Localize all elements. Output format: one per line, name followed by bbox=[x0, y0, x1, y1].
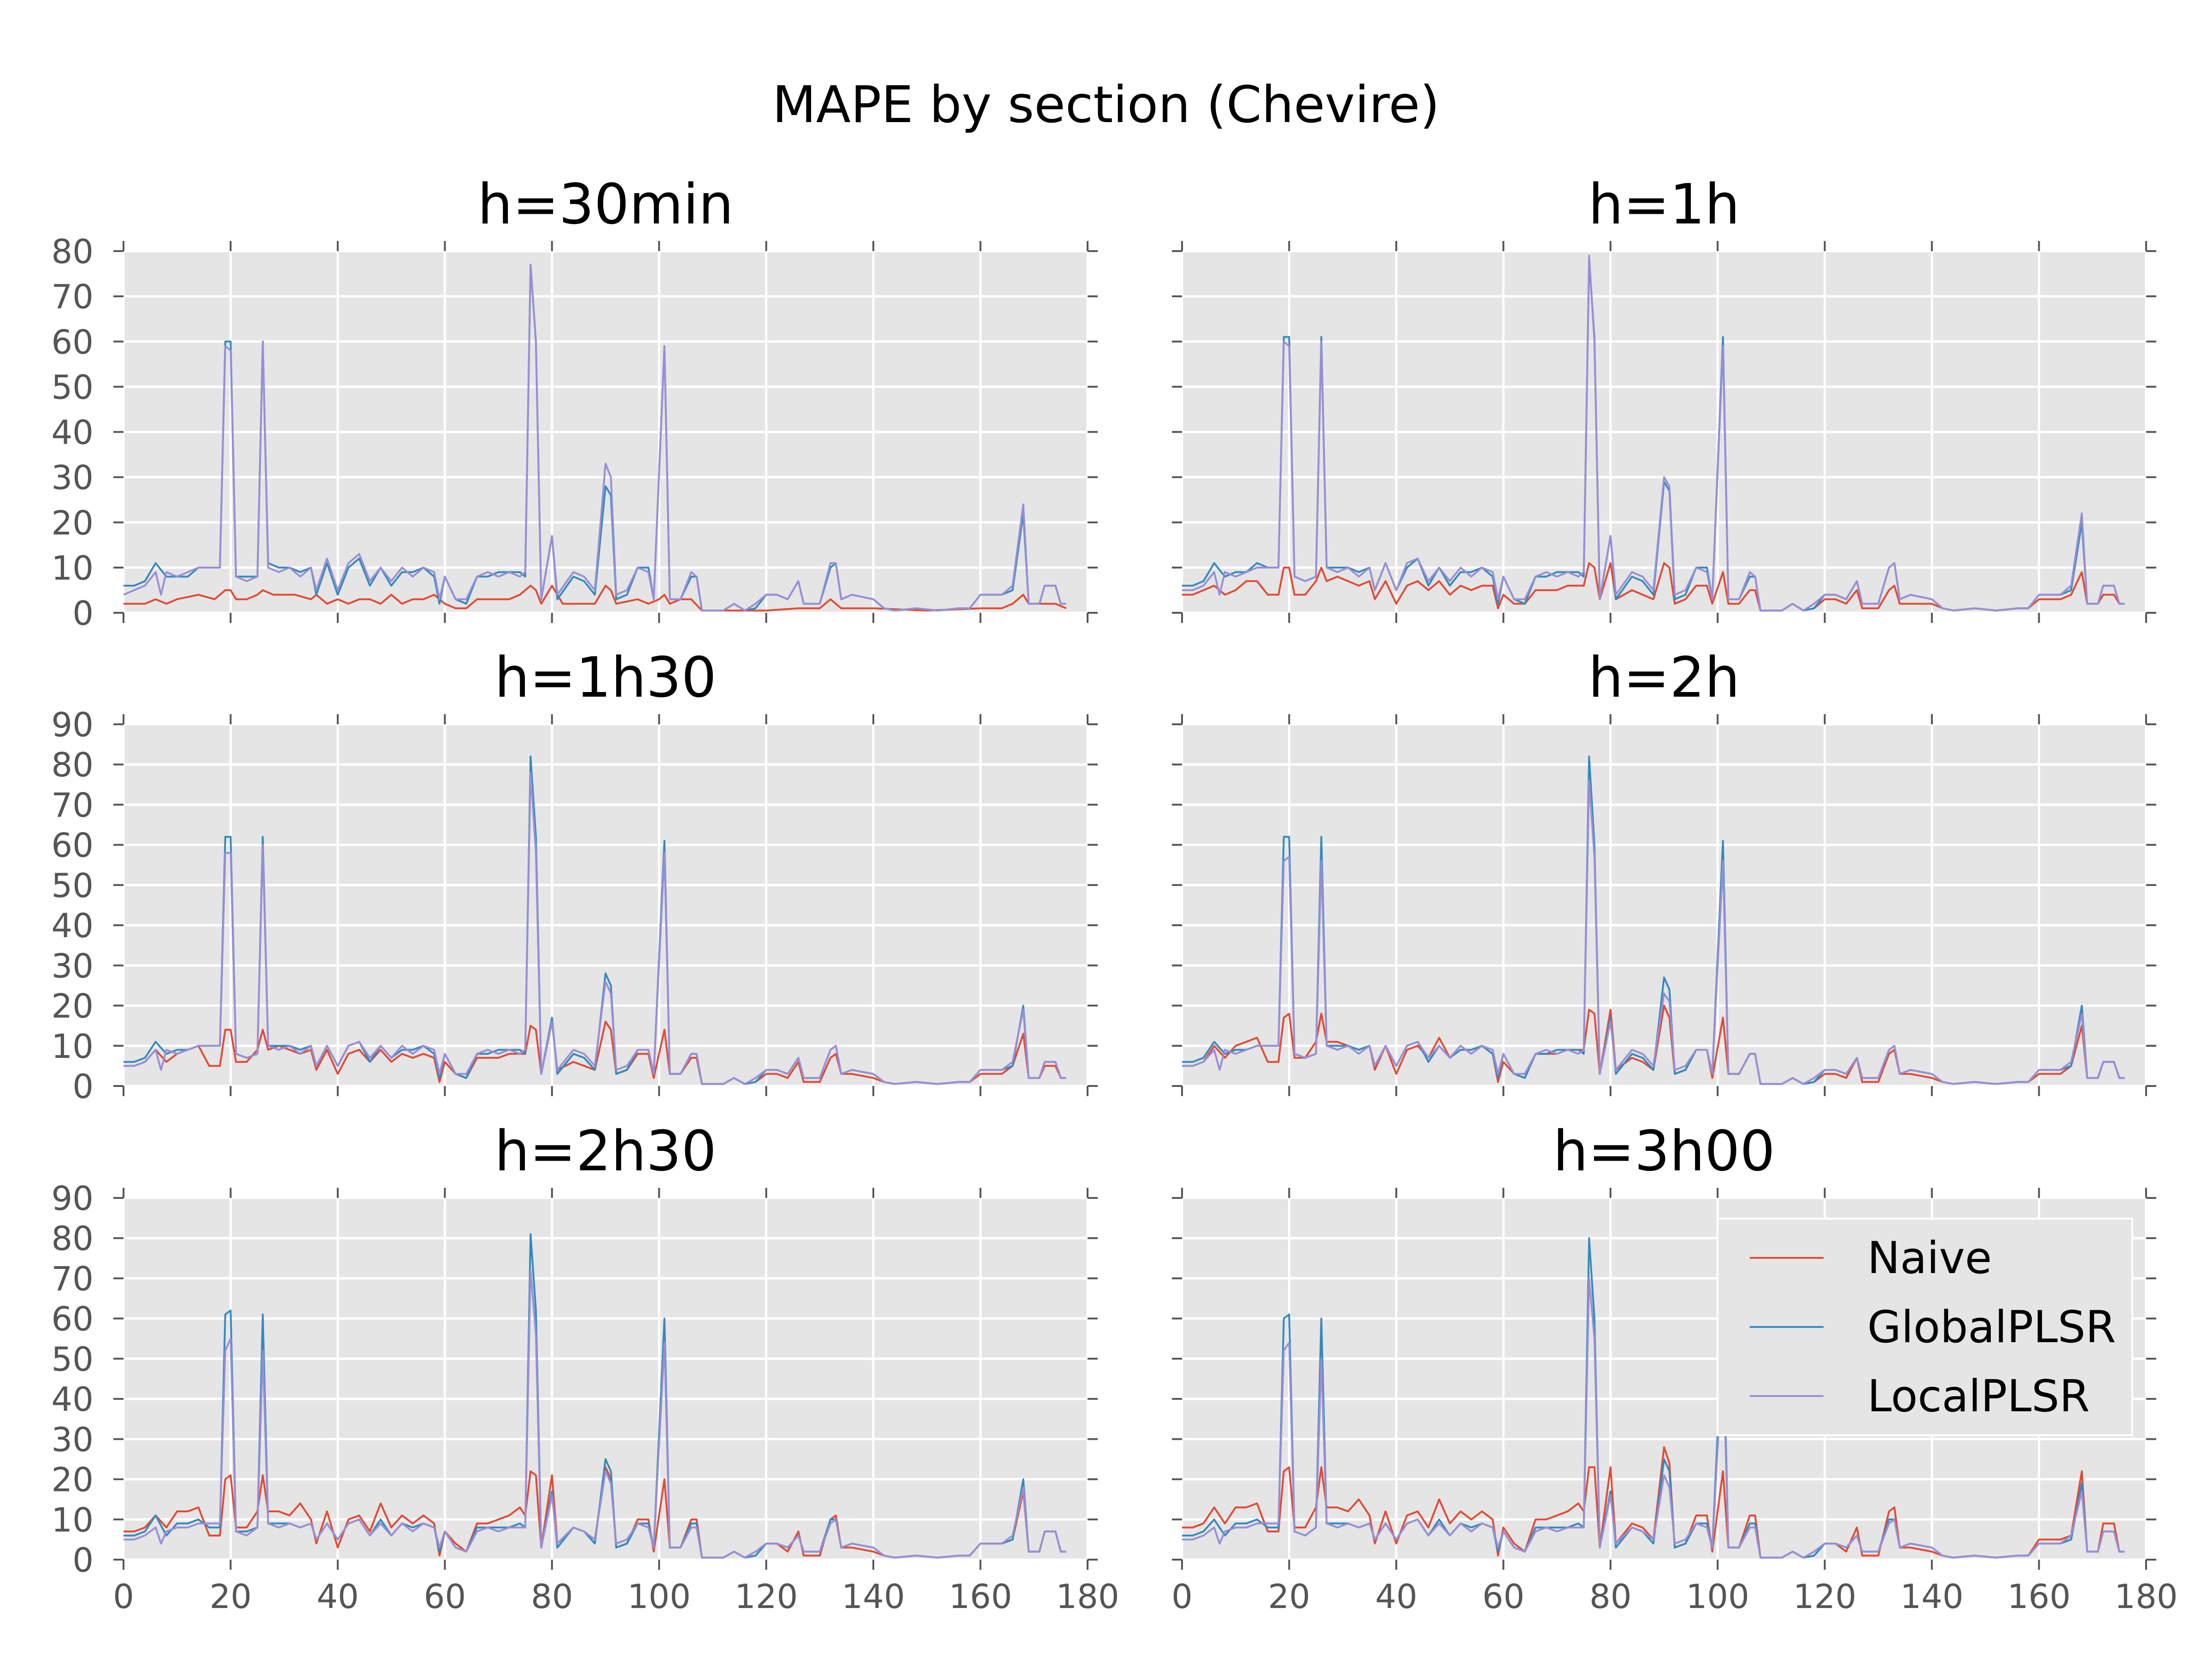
x-tick-label: 180 bbox=[2114, 1577, 2177, 1616]
panel-title: h=1h30 bbox=[494, 646, 717, 710]
x-tick-label: 20 bbox=[1268, 1577, 1311, 1616]
x-tick-label: 80 bbox=[531, 1577, 573, 1616]
y-tick-label: 70 bbox=[51, 786, 94, 824]
y-tick-label: 70 bbox=[51, 277, 94, 316]
series-line-naive bbox=[124, 585, 1067, 612]
y-tick-label: 80 bbox=[51, 232, 94, 271]
x-tick-label: 120 bbox=[735, 1577, 798, 1616]
y-tick-label: 20 bbox=[51, 504, 94, 542]
y-tick-label: 90 bbox=[51, 705, 94, 744]
legend-label-naive: Naive bbox=[1867, 1233, 1992, 1284]
x-tick-label: 140 bbox=[1900, 1577, 1963, 1616]
x-tick-label: 160 bbox=[2007, 1577, 2071, 1616]
x-tick-label: 120 bbox=[1793, 1577, 1856, 1616]
x-tick-label: 20 bbox=[210, 1577, 252, 1616]
y-tick-label: 60 bbox=[51, 323, 94, 361]
series-line-localplsr bbox=[1182, 1277, 2125, 1559]
x-tick-label: 0 bbox=[113, 1577, 134, 1616]
series-line-localplsr bbox=[1182, 780, 2125, 1085]
x-tick-label: 0 bbox=[1171, 1577, 1193, 1616]
y-tick-label: 80 bbox=[51, 1219, 94, 1258]
x-tick-label: 80 bbox=[1589, 1577, 1632, 1616]
series-line-localplsr bbox=[124, 1269, 1066, 1559]
x-tick-label: 40 bbox=[1375, 1577, 1418, 1616]
y-tick-label: 0 bbox=[72, 594, 94, 633]
y-tick-label: 0 bbox=[72, 1541, 94, 1579]
x-tick-label: 100 bbox=[1686, 1577, 1749, 1616]
x-tick-label: 40 bbox=[317, 1577, 359, 1616]
panel-5: 0 20 40 60 80 100 120 140 160 1800102030405060708… bbox=[51, 1120, 1119, 1616]
legend-label-localplsr: LocalPLSR bbox=[1867, 1371, 2090, 1422]
panel-title: h=2h bbox=[1588, 646, 1740, 710]
x-tick-label: 100 bbox=[628, 1577, 691, 1616]
y-tick-label: 0 bbox=[72, 1067, 94, 1106]
y-tick-label: 70 bbox=[51, 1259, 94, 1298]
panel-2: h=1h bbox=[1172, 173, 2156, 623]
y-tick-label: 50 bbox=[51, 866, 94, 905]
y-tick-label: 50 bbox=[51, 1340, 94, 1379]
x-tick-label: 160 bbox=[949, 1577, 1012, 1616]
series-line-localplsr bbox=[1182, 254, 2125, 612]
series-line-localplsr bbox=[124, 771, 1066, 1085]
y-tick-label: 20 bbox=[51, 987, 94, 1026]
panel-background bbox=[124, 1198, 1088, 1560]
y-tick-label: 10 bbox=[51, 1027, 94, 1066]
y-tick-label: 30 bbox=[51, 458, 94, 497]
legend-label-globalplsr: GlobalPLSR bbox=[1867, 1302, 2116, 1353]
panel-4: h=2h bbox=[1172, 646, 2156, 1096]
y-tick-label: 20 bbox=[51, 1461, 94, 1499]
y-tick-label: 10 bbox=[51, 1501, 94, 1539]
figure-title: MAPE by section (Chevire) bbox=[772, 75, 1440, 134]
y-tick-label: 40 bbox=[51, 906, 94, 945]
y-tick-label: 30 bbox=[51, 1420, 94, 1459]
y-tick-label: 90 bbox=[51, 1179, 94, 1218]
panel-1: 0 10 20 30 40 50 60 70 80 h=30min bbox=[51, 173, 1098, 633]
panel-background bbox=[1182, 724, 2146, 1086]
x-tick-label: 180 bbox=[1056, 1577, 1119, 1616]
panel-title: h=1h bbox=[1588, 173, 1740, 237]
x-tick-label: 60 bbox=[1483, 1577, 1525, 1616]
y-tick-label: 50 bbox=[51, 368, 94, 406]
panel-title: h=30min bbox=[477, 173, 734, 237]
y-tick-label: 40 bbox=[51, 1380, 94, 1419]
x-tick-label: 140 bbox=[841, 1577, 905, 1616]
y-tick-label: 30 bbox=[51, 946, 94, 985]
y-tick-label: 40 bbox=[51, 413, 94, 452]
panel-title: h=2h30 bbox=[494, 1120, 717, 1184]
series-line-localplsr bbox=[123, 264, 1066, 612]
y-tick-label: 10 bbox=[51, 549, 94, 587]
y-tick-label: 60 bbox=[51, 1300, 94, 1338]
panel-title: h=3h00 bbox=[1553, 1120, 1775, 1184]
y-tick-label: 60 bbox=[51, 826, 94, 865]
legend: Naive GlobalPLSR LocalPLSR bbox=[1717, 1218, 2133, 1436]
y-tick-label: 80 bbox=[51, 745, 94, 784]
x-tick-label: 60 bbox=[424, 1577, 466, 1616]
